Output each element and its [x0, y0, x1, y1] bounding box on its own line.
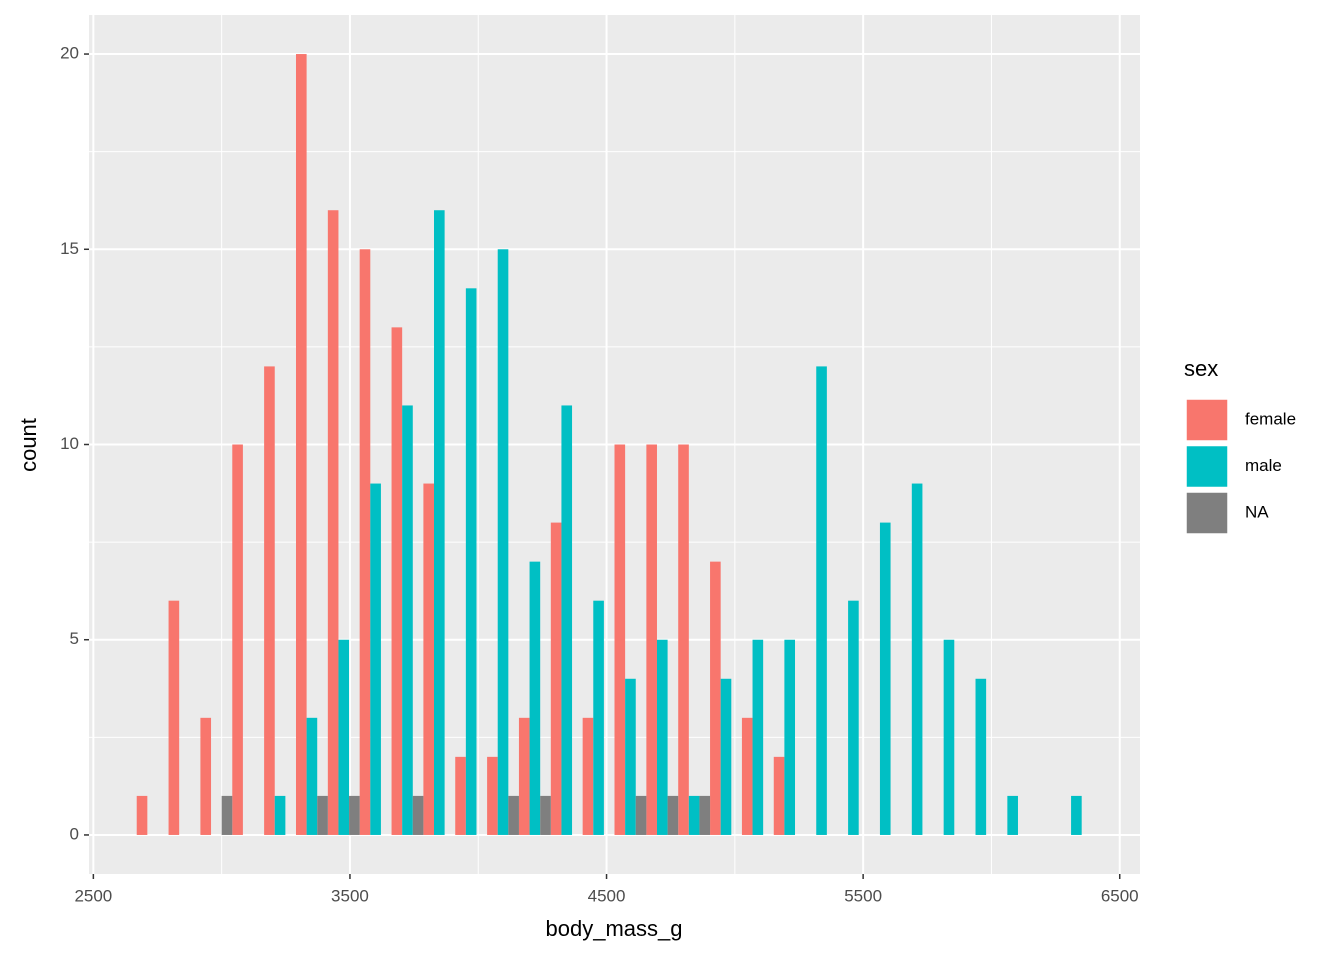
bar [529, 561, 541, 835]
bar [911, 483, 923, 835]
bar [678, 444, 689, 835]
axes: 2500 3500 4500 5500 6500 0 5 10 15 20 [60, 44, 1139, 906]
bar [391, 327, 403, 835]
bar [625, 678, 636, 835]
bar [518, 717, 530, 835]
bar [487, 756, 498, 835]
bar [465, 288, 477, 835]
bar [848, 600, 859, 835]
bar [1007, 795, 1018, 835]
bar [274, 795, 286, 835]
bar [720, 678, 732, 835]
x-tick-label: 2500 [74, 886, 112, 905]
bar [402, 405, 413, 835]
bar [349, 795, 360, 835]
legend: sex female male NA [1184, 356, 1296, 535]
bar [593, 600, 604, 835]
bar [667, 795, 679, 835]
bar [264, 366, 275, 835]
bar [540, 795, 551, 835]
bar [295, 54, 307, 835]
x-axis-title: body_mass_g [546, 916, 683, 941]
y-tick-label: 10 [60, 434, 79, 453]
bar [710, 561, 721, 835]
bar [635, 795, 647, 835]
x-tick-label: 3500 [331, 886, 369, 905]
bar [200, 717, 212, 835]
y-tick-label: 5 [70, 629, 79, 648]
legend-label: female [1245, 409, 1296, 428]
legend-key [1185, 444, 1229, 489]
bar [221, 795, 233, 835]
legend-key [1185, 398, 1229, 442]
bar [646, 444, 657, 835]
y-axis-title: count [16, 418, 41, 472]
bar [327, 210, 339, 835]
bars [136, 54, 1082, 835]
x-tick-label: 6500 [1101, 886, 1139, 905]
bar [688, 795, 700, 835]
bar [550, 522, 562, 835]
legend-label: male [1245, 456, 1282, 475]
legend-key [1185, 491, 1229, 535]
bar [1071, 795, 1082, 835]
bar [699, 795, 711, 835]
bar [816, 366, 827, 835]
bar [656, 639, 668, 835]
bar [784, 639, 796, 835]
bar [434, 210, 445, 835]
bar [317, 795, 328, 835]
bar [582, 717, 594, 835]
bar [975, 678, 987, 835]
bar [879, 522, 891, 835]
bar [943, 639, 955, 835]
x-tick-label: 4500 [588, 886, 626, 905]
bar [423, 483, 435, 835]
bar [232, 444, 243, 835]
bar [508, 795, 519, 835]
bar [370, 483, 381, 835]
y-tick-label: 15 [60, 239, 79, 258]
bar [168, 600, 180, 835]
bar [359, 249, 371, 835]
y-tick-label: 0 [70, 824, 79, 843]
y-tick-label: 20 [60, 44, 79, 63]
bar [455, 756, 466, 835]
bar [614, 444, 626, 835]
bar [773, 756, 785, 835]
bar [497, 249, 509, 835]
bar [338, 639, 350, 835]
legend-label: NA [1245, 502, 1269, 521]
legend-title: sex [1184, 356, 1218, 381]
x-tick-label: 5500 [844, 886, 882, 905]
bar [561, 405, 573, 835]
bar [752, 639, 764, 835]
bar [136, 795, 148, 835]
bar [306, 717, 318, 835]
bar [741, 717, 753, 835]
bar [412, 795, 424, 835]
